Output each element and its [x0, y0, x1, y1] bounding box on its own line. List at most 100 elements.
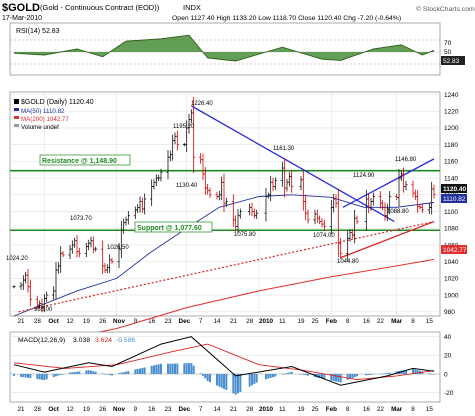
- macd-histogram-bar: [283, 373, 286, 375]
- annotation-1195: 1195.20: [173, 124, 195, 130]
- macd-histogram-bar: [190, 363, 193, 374]
- macd-histogram-bar: [20, 374, 22, 377]
- price-bar: [404, 180, 408, 191]
- x-tick-label: 28: [246, 406, 254, 413]
- price-bar: [224, 197, 228, 208]
- price-bar: [322, 219, 326, 231]
- macd-histogram-bar: [104, 373, 106, 375]
- macd-histogram-bar: [414, 369, 417, 374]
- legend-marker-volume: [14, 124, 19, 127]
- macd-histogram-bar: [304, 374, 307, 376]
- macd-histogram-bar: [307, 374, 309, 376]
- macd-histogram-bar: [69, 372, 71, 374]
- macd-histogram-bar: [120, 372, 123, 374]
- x-tick-label: 15: [426, 318, 434, 325]
- macd-histogram-bar: [300, 374, 302, 375]
- x-tick-label: 14: [213, 318, 221, 325]
- last-price-tag: 1120.40: [441, 184, 467, 193]
- macd-histogram-bar: [174, 363, 176, 374]
- macd-tick-label: 20: [444, 353, 452, 360]
- x-tick-label: 11: [279, 406, 286, 413]
- x-tick-label: Nov: [113, 406, 125, 413]
- macd-histogram-bar: [412, 368, 414, 374]
- price-tick-label: 1020: [444, 276, 459, 283]
- macd-histogram-bar: [150, 365, 153, 374]
- macd-histogram-bar: [55, 374, 57, 377]
- price-tick-label: 1000: [444, 292, 459, 299]
- macd-tick-label: -20: [444, 390, 454, 397]
- price-tick-label: 1040: [444, 259, 459, 266]
- x-tick-label: 12: [66, 318, 74, 325]
- price-bar: [175, 130, 179, 151]
- x-tick-label: 28: [34, 318, 42, 325]
- rsi-tick-70: 70: [444, 40, 452, 47]
- price-tick-label: 1140: [444, 175, 458, 182]
- x-tick-label: 25: [311, 318, 319, 325]
- macd-histogram-bar: [45, 374, 48, 380]
- macd-histogram-bar: [38, 374, 41, 380]
- macd-histogram-bar: [286, 373, 288, 374]
- macd-histogram-bar: [141, 367, 144, 374]
- annotation-1226: 1226.40: [191, 101, 213, 107]
- macd-line: [13, 336, 435, 386]
- rsi-legend: RSI(14) 52.83: [16, 28, 60, 35]
- chart-symbol: $GOLD: [2, 2, 40, 14]
- ma200-tag: 1042.77: [441, 245, 467, 254]
- x-tick-label: 21: [17, 318, 25, 325]
- x-tick-label: 19: [297, 406, 305, 413]
- annotation-985: 985.00: [34, 307, 53, 313]
- x-tick-label: 14: [213, 406, 221, 413]
- x-tick-label: 23: [164, 318, 172, 325]
- price-bar: [208, 187, 212, 198]
- annotation-1024: 1024.20: [6, 256, 28, 262]
- price-tick-label: 1100: [444, 209, 458, 216]
- macd-histogram-bar: [402, 370, 405, 374]
- macd-histogram-bar: [356, 374, 358, 377]
- price-bar: [126, 211, 130, 225]
- rsi-panel: RSI(14) 52.83 70 50 30 52.83: [9, 22, 465, 76]
- ma200-tag-text: 1042.77: [443, 247, 467, 254]
- price-bar: [159, 168, 163, 182]
- price-bar: [94, 246, 98, 252]
- macd-histogram-bar: [41, 374, 43, 380]
- price-bar: [273, 177, 277, 190]
- macd-histogram-bar: [218, 374, 221, 387]
- price-bar: [371, 192, 375, 206]
- x-tick-label: 8: [411, 406, 415, 413]
- x-tick-label: 8: [346, 318, 350, 325]
- x-tick-label: 23: [164, 406, 172, 413]
- x-tick-label: Feb: [326, 406, 337, 413]
- x-tick-label: 7: [199, 318, 203, 325]
- macd-histogram-bar: [337, 374, 340, 382]
- macd-histogram-bar: [290, 371, 293, 374]
- macd-histogram-bar: [36, 374, 39, 380]
- macd-histogram-bar: [234, 374, 237, 395]
- rsi-tick-50: 50: [444, 49, 452, 56]
- x-tick-label: 21: [230, 318, 238, 325]
- macd-histogram-bar: [428, 373, 431, 374]
- x-tick-label: 2010: [259, 318, 274, 325]
- legend-ma200: MA(200) 1042.77: [21, 116, 69, 123]
- macd-histogram-bar: [52, 374, 55, 378]
- resistance-label: Resistance @ 1,148.90: [42, 158, 117, 165]
- macd-histogram-bar: [321, 374, 323, 379]
- macd-histogram-bar: [90, 370, 92, 374]
- macd-value: 3.038: [73, 337, 90, 344]
- macd-histogram-bar: [248, 374, 251, 387]
- trendline-3: [340, 220, 435, 259]
- x-tick-label: 9: [134, 406, 138, 413]
- price-panel: 1240122012001180116011401120110010801060…: [6, 91, 467, 350]
- price-bar: [420, 204, 424, 214]
- macd-histogram-bar: [370, 374, 372, 375]
- rsi-line: [13, 34, 435, 62]
- macd-histogram-bar: [160, 363, 162, 374]
- macd-histogram-bar: [13, 374, 15, 376]
- macd-histogram-bar: [349, 374, 351, 379]
- ma50-tag: 1110.82: [441, 194, 467, 203]
- annotation-1075: 1075.80: [234, 232, 256, 238]
- x-tick-label: 12: [66, 406, 74, 413]
- x-tick-label: Nov: [113, 318, 125, 325]
- price-bar: [77, 247, 81, 258]
- chart-date: 17-Mar-2010: [2, 15, 42, 22]
- legend-marker-ma50: [14, 108, 19, 111]
